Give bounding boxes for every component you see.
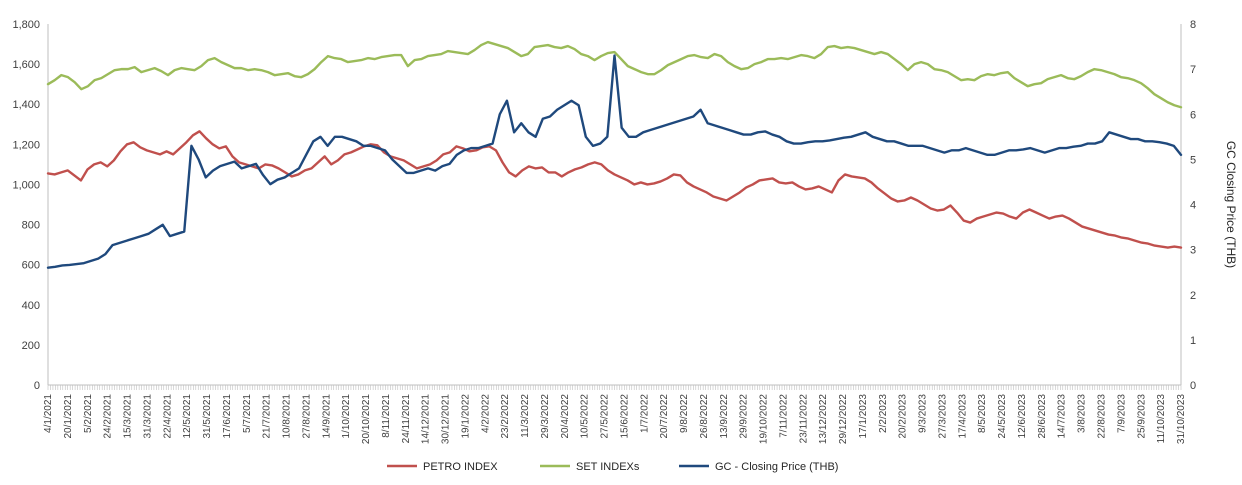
x-minor-ticks [47,385,1182,390]
legend-label: PETRO INDEX [423,461,498,473]
x-tick-label: 17/1/2023 [858,394,869,439]
x-tick-label: 26/8/2022 [699,394,710,439]
x-tick-label: 12/5/2021 [182,394,193,439]
x-tick-label: 9/8/2022 [679,394,690,433]
series-line-3 [46,54,1183,269]
labels-layer: GC Closing Price (THB) [1224,141,1238,268]
right-tick-label: 8 [1190,19,1196,31]
x-tick-label: 31/3/2021 [142,394,153,439]
x-tick-label: 20/10/2021 [361,394,372,444]
legend-label: SET INDEXs [576,461,640,473]
x-tick-label: 27/3/2023 [937,394,948,439]
x-tick-label: 29/3/2022 [540,394,551,439]
x-tick-label: 17/4/2023 [957,394,968,439]
series-layer [46,40,1183,269]
x-tick-label: 4/1/2021 [43,394,54,433]
x-tick-label: 7/11/2022 [778,394,789,438]
left-tick-label: 0 [34,380,40,392]
legend-label: GC - Closing Price (THB) [715,461,838,473]
x-tick-label: 5/7/2021 [242,394,253,433]
x-tick-label: 28/6/2023 [1037,394,1048,439]
x-tick-label: 13/12/2022 [818,394,829,444]
x-tick-label: 27/8/2021 [301,394,312,439]
x-tick-label: 2/2/2023 [878,394,889,433]
right-tick-label: 5 [1190,154,1196,166]
x-tick-label: 22/8/2023 [1096,394,1107,439]
x-tick-label: 20/4/2022 [560,394,571,439]
x-tick-label: 11/10/2023 [1156,394,1167,444]
right-tick-label: 6 [1190,109,1196,121]
x-tick-label: 17/6/2021 [222,394,233,439]
x-tick-label: 1/10/2021 [341,394,352,439]
x-tick-label: 14/9/2021 [321,394,332,439]
right-axis-label: GC Closing Price (THB) [1224,141,1238,268]
x-tick-label: 20/7/2022 [659,394,670,439]
x-tick-label: 22/4/2021 [162,394,173,439]
left-tick-label: 1,800 [12,19,40,31]
x-tick-label: 24/5/2023 [997,394,1008,439]
left-tick-label: 800 [22,220,40,232]
x-tick-label: 14/7/2023 [1057,394,1068,439]
x-tick-label: 5/2/2021 [83,394,94,433]
x-tick-label: 31/5/2021 [202,394,213,439]
x-tick-label: 13/9/2022 [719,394,730,439]
left-tick-label: 400 [22,300,40,312]
x-tick-label: 20/1/2021 [63,394,74,439]
x-tick-label: 23/2/2022 [500,394,511,439]
x-tick-label: 14/12/2021 [421,394,432,444]
x-tick-label: 31/10/2023 [1176,394,1187,444]
left-tick-label: 1,600 [12,59,40,71]
legend: PETRO INDEX SET INDEXs GC - Closing Price … [387,461,838,473]
x-tick-label: 19/10/2022 [759,394,770,444]
right-tick-label: 7 [1190,64,1196,76]
x-tick-label: 4/2/2022 [480,394,491,433]
x-tick-label: 24/2/2021 [103,394,114,439]
x-tick-label: 27/5/2022 [600,394,611,439]
right-tick-label: 0 [1190,380,1196,392]
left-tick-label: 600 [22,260,40,272]
right-tick-label: 4 [1190,200,1196,212]
x-tick-label: 3/8/2023 [1077,394,1088,433]
left-tick-label: 1,400 [12,99,40,111]
x-tick-label: 29/12/2022 [838,394,849,444]
right-tick-label: 3 [1190,245,1196,257]
x-tick-label: 15/3/2021 [123,394,134,439]
left-tick-label: 200 [22,340,40,352]
series-line-2 [46,40,1183,109]
x-tick-label: 10/8/2021 [282,394,293,439]
axes-layer: 0 200 400 600 800 1,000 1,200 1,400 1,600 1,800 0 1… [12,19,1196,444]
x-tick-label: 10/5/2022 [580,394,591,439]
x-tick-label: 19/1/2022 [460,394,471,439]
x-tick-label: 25/9/2023 [1136,394,1147,439]
left-tick-label: 1,200 [12,139,40,151]
x-tick-label: 24/11/2021 [401,394,412,444]
right-tick-label: 1 [1190,335,1196,347]
x-tick-label: 9/3/2023 [918,394,929,433]
x-tick-label: 23/11/2022 [798,394,809,444]
left-tick-label: 1,000 [12,179,40,191]
x-tick-label: 12/6/2023 [1017,394,1028,439]
x-tick-label: 15/6/2022 [619,394,630,439]
series-line-1 [46,130,1183,249]
x-tick-label: 8/5/2023 [977,394,988,433]
x-tick-label: 20/2/2023 [898,394,909,439]
x-tick-label: 1/7/2022 [639,394,650,433]
x-tick-label: 8/11/2021 [381,394,392,438]
x-tick-label: 29/9/2022 [739,394,750,439]
right-tick-label: 2 [1190,290,1196,302]
x-tick-label: 11/3/2022 [520,394,531,438]
x-tick-label: 7/9/2023 [1116,394,1127,433]
x-tick-label: 21/7/2021 [262,394,273,439]
x-tick-label: 30/12/2021 [441,394,452,444]
